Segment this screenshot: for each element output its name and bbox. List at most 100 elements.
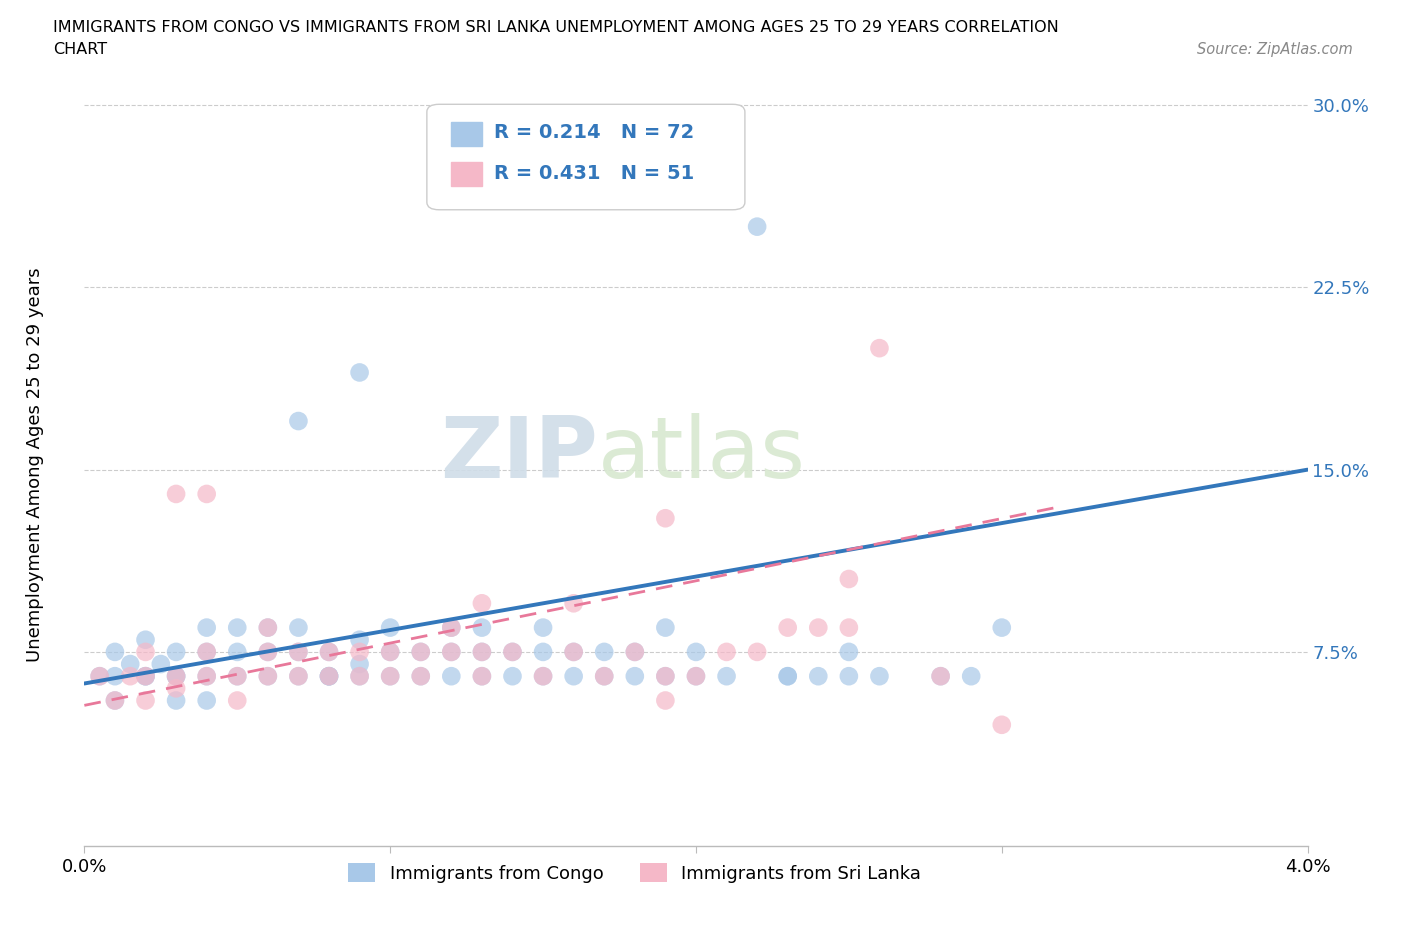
Point [226,620,249,635]
Point [135,669,157,684]
Point [195,620,218,635]
Point [593,669,616,684]
Point [776,669,799,684]
Point [318,644,340,659]
Point [380,644,402,659]
Text: IMMIGRANTS FROM CONGO VS IMMIGRANTS FROM SRI LANKA UNEMPLOYMENT AMONG AGES 25 TO: IMMIGRANTS FROM CONGO VS IMMIGRANTS FROM… [53,20,1059,35]
Point [195,693,218,708]
Point [349,657,371,671]
Point [776,620,799,635]
Bar [451,122,482,146]
Point [165,669,187,684]
Point [838,644,860,659]
Point [440,669,463,684]
Point [409,644,432,659]
Point [135,632,157,647]
Point [991,620,1014,635]
Point [409,669,432,684]
Point [409,669,432,684]
Point [654,511,676,525]
Point [776,669,799,684]
Point [135,669,157,684]
Point [929,669,952,684]
Point [502,644,524,659]
Point [287,620,309,635]
Point [440,620,463,635]
Text: R = 0.214   N = 72: R = 0.214 N = 72 [494,124,695,142]
Text: Unemployment Among Ages 25 to 29 years: Unemployment Among Ages 25 to 29 years [27,268,44,662]
Text: CHART: CHART [53,42,107,57]
Point [104,693,127,708]
Point [165,644,187,659]
Point [226,693,249,708]
Point [440,644,463,659]
Point [226,644,249,659]
Point [318,669,340,684]
Point [562,644,585,659]
Point [562,596,585,611]
Point [195,669,218,684]
Point [287,669,309,684]
Point [960,669,983,684]
Point [257,669,280,684]
Point [654,693,676,708]
Point [471,596,494,611]
Point [120,669,142,684]
Point [318,669,340,684]
Point [471,669,494,684]
Point [531,644,554,659]
Point [149,657,172,671]
Point [869,669,891,684]
Point [409,644,432,659]
Point [471,669,494,684]
Point [380,644,402,659]
Point [165,486,187,501]
Point [624,644,647,659]
Point [440,620,463,635]
Point [562,669,585,684]
Point [991,717,1014,732]
Point [104,669,127,684]
Point [531,669,554,684]
Point [257,644,280,659]
Point [318,644,340,659]
Point [318,669,340,684]
Point [471,644,494,659]
Text: Source: ZipAtlas.com: Source: ZipAtlas.com [1197,42,1353,57]
Point [654,620,676,635]
Point [440,644,463,659]
Point [287,414,309,429]
Point [807,620,830,635]
Point [838,620,860,635]
Point [747,219,769,234]
Point [716,669,738,684]
Point [929,669,952,684]
Point [195,669,218,684]
Point [502,644,524,659]
Point [654,669,676,684]
Point [838,572,860,587]
Point [716,644,738,659]
Point [471,644,494,659]
Point [838,669,860,684]
Point [287,644,309,659]
Point [349,365,371,379]
Text: R = 0.431   N = 51: R = 0.431 N = 51 [494,164,695,183]
Point [502,669,524,684]
Point [287,669,309,684]
Point [685,669,707,684]
Bar [451,162,482,186]
Point [685,644,707,659]
Point [226,669,249,684]
FancyBboxPatch shape [427,104,745,210]
Point [624,669,647,684]
Point [195,644,218,659]
Point [380,620,402,635]
Point [195,486,218,501]
Legend: Immigrants from Congo, Immigrants from Sri Lanka: Immigrants from Congo, Immigrants from S… [342,857,928,890]
Point [593,669,616,684]
Point [349,632,371,647]
Point [195,644,218,659]
Point [593,644,616,659]
Point [471,620,494,635]
